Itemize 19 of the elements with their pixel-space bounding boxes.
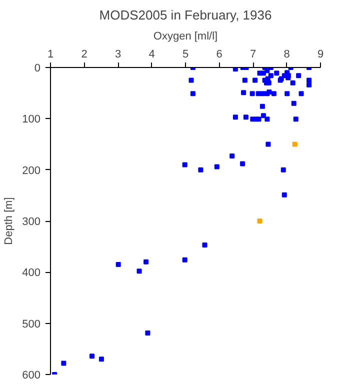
y-tick-label: 400	[22, 267, 41, 280]
x-tick-label: 5	[182, 48, 189, 60]
y-tick-label: 500	[22, 318, 41, 330]
x-axis-title: Oxygen [ml/l]	[153, 30, 218, 42]
y-tick-label: 300	[22, 216, 41, 228]
x-tick-label: 4	[148, 48, 155, 60]
x-tick-label: 1	[47, 48, 54, 60]
y-tick-label: 0	[34, 62, 41, 74]
chart-title: MODS2005 in February, 1936	[99, 8, 272, 22]
y-tick-label: 600	[22, 370, 41, 382]
x-tick-label: 9	[317, 48, 324, 60]
x-tick-label: 3	[114, 48, 122, 60]
x-tick-label: 7	[250, 48, 256, 60]
x-tick-label: 2	[81, 48, 88, 60]
x-tick-label: 8	[284, 48, 290, 60]
y-tick-label: 200	[22, 164, 41, 177]
y-axis-title: Depth [m]	[3, 197, 16, 245]
y-tick-label: 100	[22, 114, 41, 126]
x-tick-label: 6	[216, 48, 222, 60]
